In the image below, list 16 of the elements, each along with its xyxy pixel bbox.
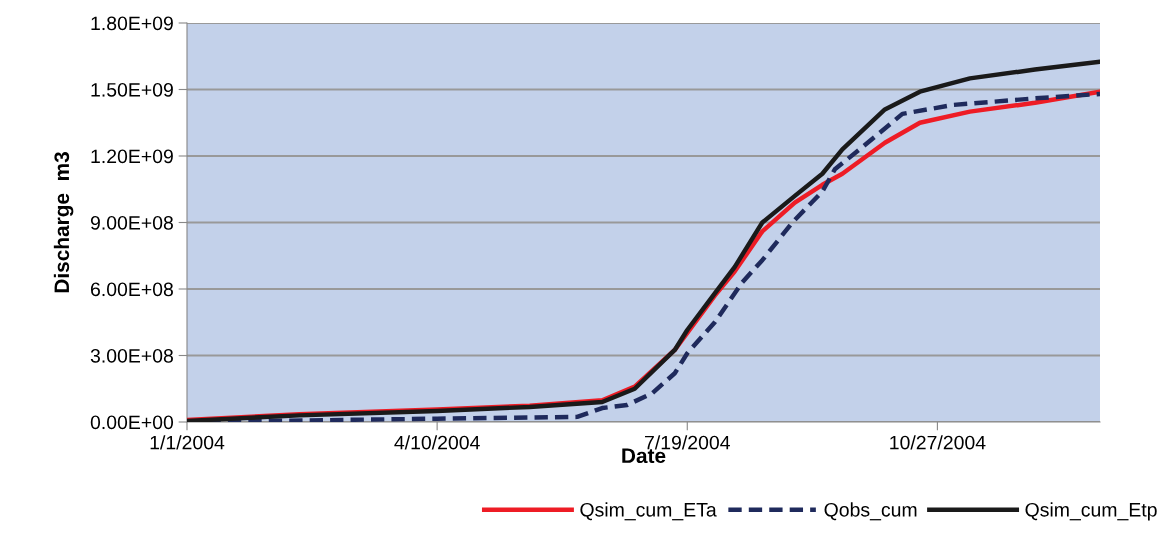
- y-tick-label: 1.20E+09: [91, 149, 173, 164]
- x-tick-label: 4/10/2004: [394, 435, 480, 450]
- y-tick-label: 6.00E+08: [91, 282, 173, 297]
- x-tick-label: 10/27/2004: [890, 435, 986, 450]
- y-tick-label: 3.00E+08: [90, 348, 173, 363]
- y-tick-label: 1.50E+09: [91, 82, 173, 97]
- legend-label: Qsim_cum_ETa: [580, 502, 717, 521]
- y-tick-label: 9.00E+08: [90, 215, 173, 230]
- y-tick-label: 1.80E+09: [91, 16, 173, 31]
- legend-label: Qsim_cum_Etp: [1025, 502, 1157, 521]
- x-tick-label: 7/19/2004: [645, 435, 730, 450]
- y-axis-title: Discharge m3: [53, 152, 74, 293]
- legend-label: Qobs_cum: [824, 502, 917, 521]
- x-axis-title: Date: [622, 448, 666, 464]
- x-tick-label: 1/1/2004: [150, 435, 225, 450]
- y-tick-label: 0.00E+00: [90, 415, 174, 430]
